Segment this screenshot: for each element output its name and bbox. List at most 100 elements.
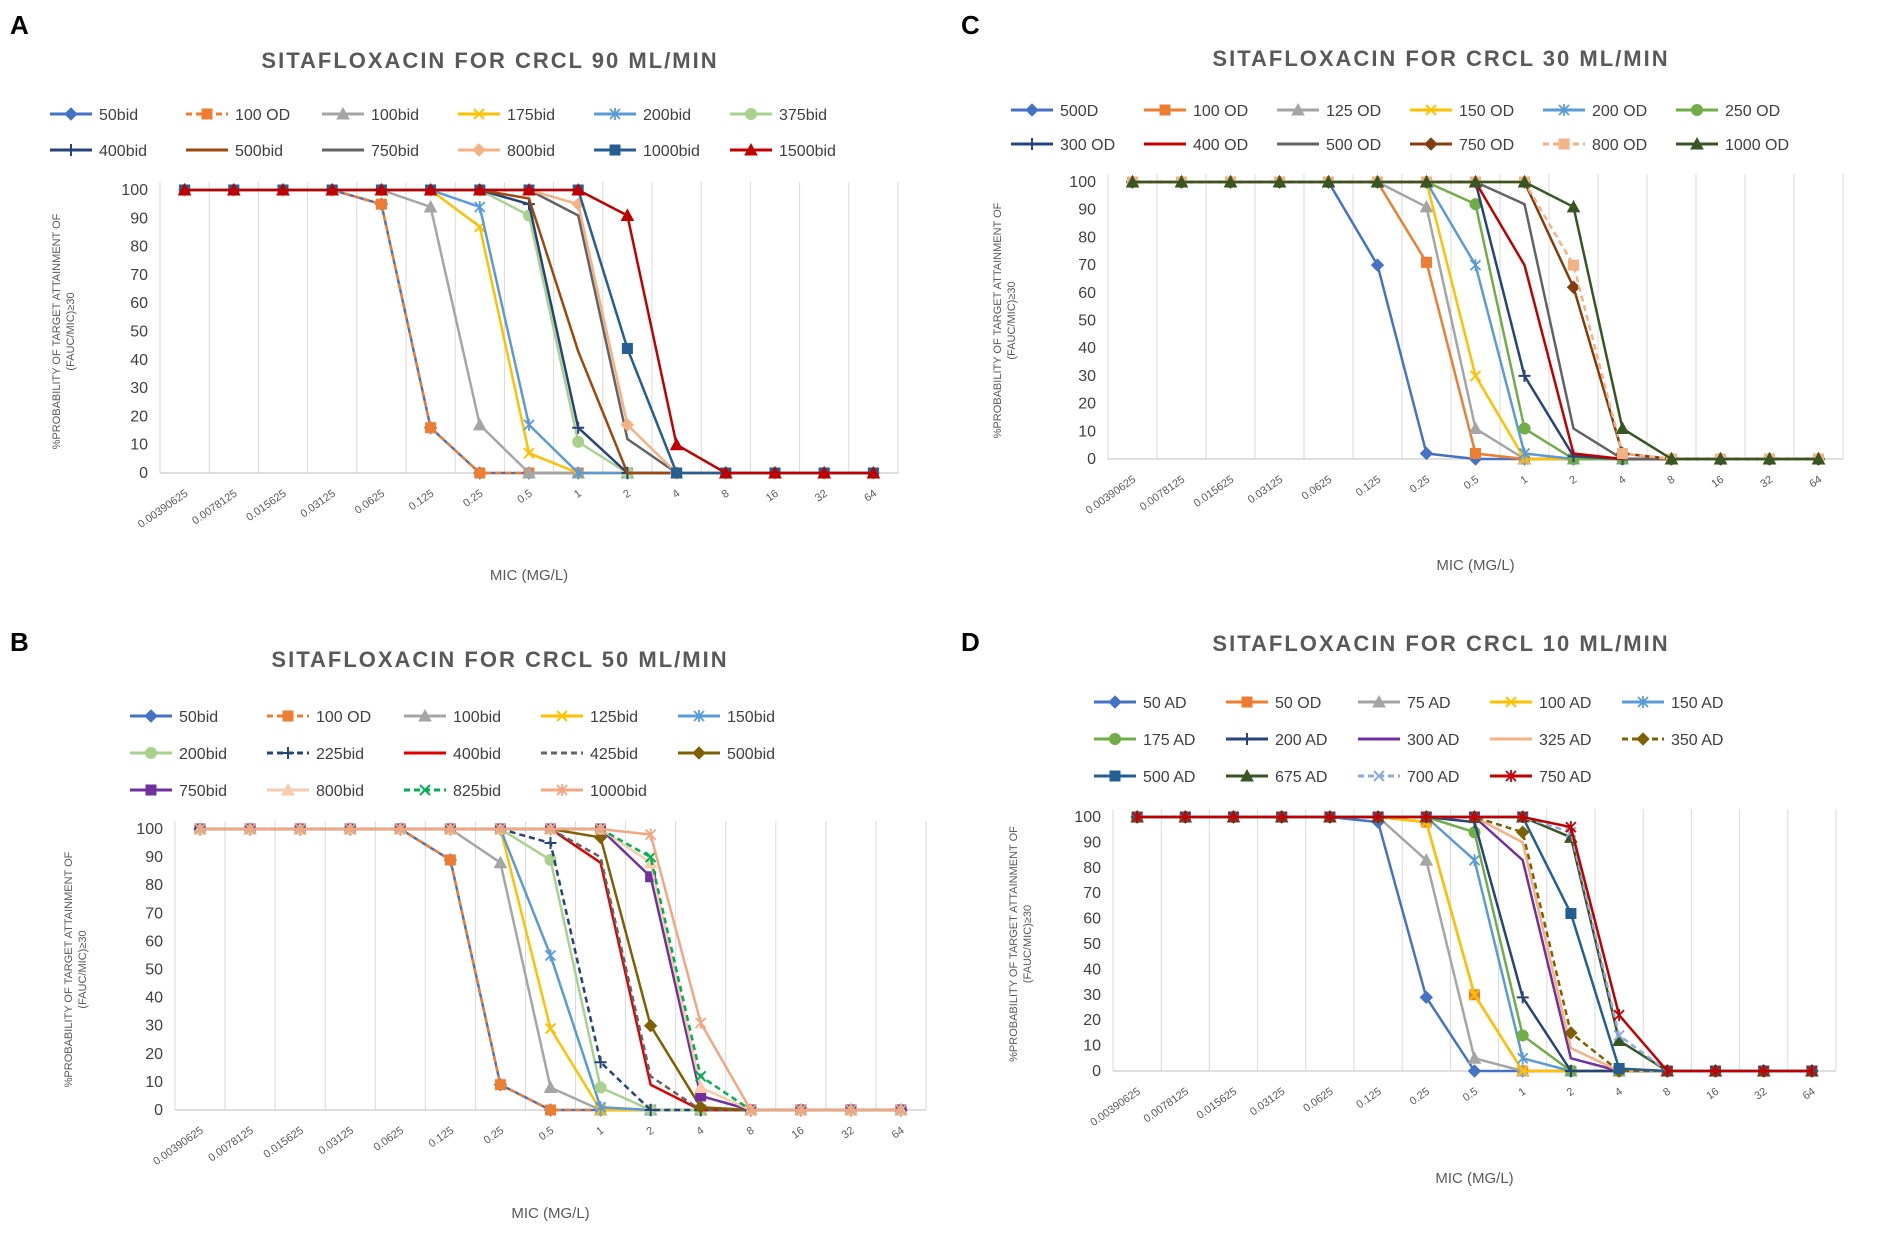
legend-label: 200 AD — [1275, 732, 1327, 749]
data-point — [1516, 1029, 1529, 1042]
data-point — [1321, 174, 1336, 188]
data-point — [474, 200, 486, 213]
x-tick-label: 16 — [764, 488, 781, 505]
x-tick-label: 0.0625 — [353, 488, 387, 517]
data-point — [1370, 174, 1385, 188]
legend-entry: 800bid — [458, 143, 555, 160]
legend-entry: 50 AD — [1094, 695, 1187, 712]
y-tick-label: 90 — [145, 849, 163, 866]
x-tick-label: 1 — [572, 488, 584, 501]
data-point — [423, 182, 438, 196]
panel-letter: A — [10, 10, 29, 40]
series-line — [200, 827, 901, 1112]
legend-entry: 825bid — [404, 783, 501, 800]
series-line — [200, 827, 901, 1112]
legend-entry: 750bid — [130, 783, 227, 800]
x-tick-label: 32 — [813, 488, 830, 505]
data-point — [1518, 447, 1531, 460]
data-point — [1372, 811, 1384, 823]
x-tick-label: 0.0625 — [1301, 1086, 1335, 1115]
x-tick-label: 0.015625 — [244, 488, 288, 524]
series-line — [200, 827, 901, 1112]
panel-c: SITAFLOXACIN FOR CRCL 30 ML/MIN 0 10 20 30 40… — [951, 0, 1902, 617]
y-tick-label: 20 — [145, 1046, 163, 1063]
legend-entry: 400bid — [404, 746, 501, 763]
legend-entry: 200bid — [594, 107, 691, 124]
data-point — [474, 467, 486, 479]
legend-marker — [744, 142, 758, 156]
data-point — [226, 182, 241, 196]
data-point — [543, 1080, 558, 1094]
series-500-od — [1132, 180, 1819, 461]
y-tick-label: 70 — [1083, 885, 1101, 902]
series-1000bid — [179, 184, 879, 479]
legend-label: 750bid — [371, 143, 419, 160]
data-point — [1131, 811, 1143, 823]
data-point — [1664, 451, 1679, 465]
y-tick-label: 20 — [1083, 1012, 1101, 1029]
series-1000-od — [1125, 174, 1826, 465]
legend-marker — [145, 747, 157, 759]
data-point — [594, 1101, 607, 1114]
chart-crcl-10: SITAFLOXACIN FOR CRCL 10 ML/MIN010203040… — [1008, 631, 1837, 1187]
legend-entry: 500bid — [678, 746, 775, 763]
y-tick-label: 100 — [1069, 174, 1096, 191]
series-100-ad — [1131, 811, 1818, 1077]
legend-entry: 125bid — [541, 709, 638, 726]
y-tick-label: 40 — [130, 352, 148, 369]
legend-entry: 325 AD — [1490, 732, 1591, 749]
data-point — [572, 435, 585, 448]
data-point — [671, 467, 683, 479]
legend-label: 1000bid — [590, 783, 647, 800]
legend-label: 50 AD — [1143, 695, 1187, 712]
y-tick-label: 10 — [1078, 423, 1096, 440]
y-tick-label: 70 — [130, 267, 148, 284]
data-point — [1566, 199, 1581, 213]
data-point — [895, 1104, 907, 1116]
legend-label: 200bid — [643, 107, 691, 124]
data-point — [1612, 1033, 1626, 1047]
legend-marker — [1026, 138, 1038, 150]
panel-letter: C — [961, 10, 980, 40]
data-point — [1467, 1064, 1482, 1078]
data-point — [444, 823, 457, 835]
x-tick-label: 0.0625 — [1300, 474, 1334, 503]
legend-label: 100 OD — [316, 709, 371, 726]
legend-marker — [609, 144, 621, 156]
panel-d: SITAFLOXACIN FOR CRCL 10 ML/MIN 0 10 20 30 40… — [951, 617, 1902, 1234]
legend-label: 225bid — [316, 746, 364, 763]
series-150-ad — [1131, 811, 1818, 1077]
legend-marker — [692, 746, 706, 760]
x-tick-label: 8 — [1665, 474, 1677, 487]
legend-entry: 175 AD — [1094, 732, 1195, 749]
data-point — [768, 465, 782, 479]
legend-marker — [282, 710, 294, 722]
y-tick-label: 50 — [1083, 936, 1101, 953]
data-point — [1564, 1026, 1578, 1040]
legend-marker — [556, 784, 568, 796]
x-tick-label: 16 — [1709, 474, 1726, 491]
x-tick-label: 2 — [1565, 1086, 1577, 1099]
y-tick-label: 40 — [1083, 961, 1101, 978]
y-tick-label: 90 — [1083, 834, 1101, 851]
legend-entry: 400bid — [50, 143, 147, 160]
x-tick-label: 0.125 — [407, 488, 436, 514]
series-800-od — [1127, 176, 1824, 465]
series-50bid — [193, 822, 908, 1117]
x-tick-label: 0.03125 — [316, 1125, 355, 1158]
data-point — [620, 208, 635, 221]
legend-label: 200bid — [179, 746, 227, 763]
y-axis-label: %PROBABILITY OF TARGET ATTAINMENT OF — [63, 851, 75, 1087]
data-point — [394, 823, 406, 835]
legend-marker — [201, 108, 213, 120]
series-750-ad — [1131, 811, 1818, 1077]
series-500bid — [193, 822, 908, 1117]
data-point — [644, 1104, 657, 1116]
data-point — [1758, 1065, 1770, 1077]
legend-marker — [65, 144, 77, 156]
x-tick-label: 0.5 — [1462, 474, 1481, 493]
x-tick-label: 0.25 — [1408, 1086, 1432, 1108]
legend-entry: 75 AD — [1358, 694, 1451, 712]
y-tick-label: 10 — [145, 1074, 163, 1091]
chart-crcl-30: SITAFLOXACIN FOR CRCL 30 ML/MIN010203040… — [992, 46, 1844, 574]
